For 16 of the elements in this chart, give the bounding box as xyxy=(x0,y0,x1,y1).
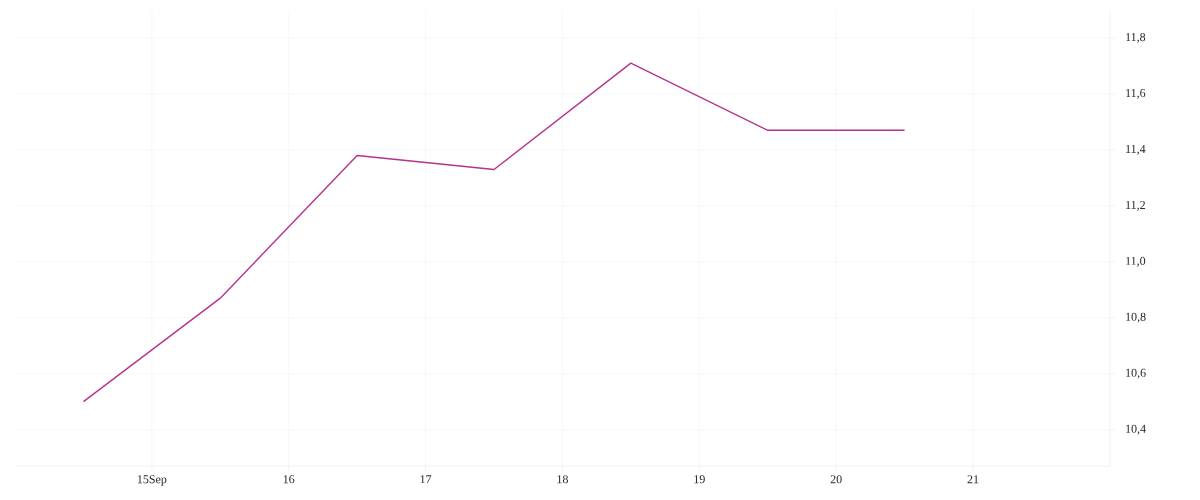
y-tick-label: 11,2 xyxy=(1126,200,1145,211)
x-tick-label: 21 xyxy=(967,475,979,484)
y-tick-label: 11,6 xyxy=(1126,89,1146,99)
x-tick-label: 20 xyxy=(830,475,842,484)
y-tick-label: 10,8 xyxy=(1126,312,1146,323)
x-tick-label: 17 xyxy=(420,475,432,484)
x-tick-label: 19 xyxy=(694,475,705,484)
y-tick-label: 11,4 xyxy=(1126,144,1146,155)
line-series xyxy=(82,62,906,403)
x-tick-label: 15Sep xyxy=(137,475,167,486)
x-tick-label: 18 xyxy=(557,475,568,484)
y-tick-label: 11,0 xyxy=(1126,256,1146,267)
x-tick-label: 16 xyxy=(283,475,295,484)
y-tick-label: 10,6 xyxy=(1126,368,1146,379)
y-tick-label: 11,8 xyxy=(1126,33,1146,43)
y-tick-label: 10,4 xyxy=(1126,424,1146,435)
